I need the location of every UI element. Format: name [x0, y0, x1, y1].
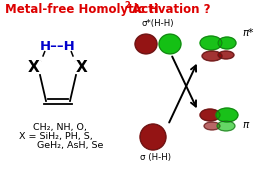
Text: GeH₂, AsH, Se: GeH₂, AsH, Se: [25, 141, 103, 150]
Ellipse shape: [216, 108, 238, 122]
Ellipse shape: [202, 51, 222, 61]
Text: σ (H-H): σ (H-H): [139, 153, 171, 162]
Text: H––H: H––H: [40, 40, 76, 53]
Text: X: X: [28, 60, 40, 75]
Ellipse shape: [218, 37, 236, 49]
Ellipse shape: [200, 36, 222, 50]
Text: X: X: [76, 60, 88, 75]
Text: π*: π*: [242, 28, 253, 38]
Text: 2: 2: [124, 1, 130, 10]
Text: CH₂, NH, O,: CH₂, NH, O,: [33, 123, 87, 132]
Ellipse shape: [218, 51, 234, 59]
Ellipse shape: [204, 122, 220, 130]
Text: Metal-free Homolytic H: Metal-free Homolytic H: [5, 3, 159, 16]
Text: Activation ?: Activation ?: [128, 3, 210, 16]
Text: X = SiH₂, PH, S,: X = SiH₂, PH, S,: [19, 132, 93, 141]
Ellipse shape: [135, 34, 157, 54]
Text: σ*(H-H): σ*(H-H): [142, 19, 174, 28]
Ellipse shape: [159, 34, 181, 54]
Ellipse shape: [200, 109, 220, 121]
Ellipse shape: [217, 121, 235, 131]
Text: π: π: [242, 120, 248, 130]
Ellipse shape: [140, 124, 166, 150]
